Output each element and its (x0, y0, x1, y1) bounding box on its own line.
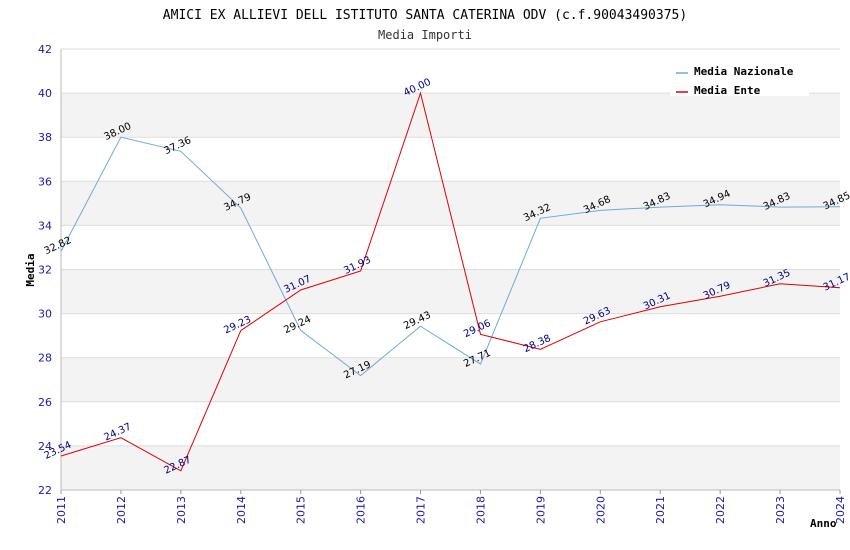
chart-title: AMICI EX ALLIEVI DELL ISTITUTO SANTA CAT… (163, 8, 687, 23)
x-tick-label: 2011 (55, 496, 68, 524)
y-tick-label: 24 (38, 440, 52, 453)
x-tick-label: 2023 (774, 496, 787, 524)
y-tick-label: 34 (38, 219, 52, 232)
y-axis-label: Media (24, 253, 37, 286)
plot-band (61, 445, 840, 490)
series-line-media-ente (60, 91, 841, 472)
y-tick-label: 40 (38, 87, 52, 100)
plot-band (61, 357, 840, 402)
plot-background (61, 49, 840, 490)
x-tick-label: 2019 (534, 496, 547, 524)
y-tick-label: 32 (38, 264, 52, 277)
plot-band (61, 313, 840, 358)
x-tick-label: 2012 (115, 496, 128, 524)
legend-label-media-nazionale: Media Nazionale (694, 65, 794, 78)
y-tick-label: 22 (38, 484, 52, 497)
y-tick-label: 28 (38, 352, 52, 365)
x-axis: 2011 2012 2013 2014 2015 2016 2017 2018 2019 2020… (55, 489, 847, 524)
x-tick-label: 2024 (834, 496, 847, 524)
y-tick-label: 30 (38, 308, 52, 321)
y-tick-label: 36 (38, 175, 52, 188)
plot-band (61, 401, 840, 446)
legend-box (670, 60, 809, 96)
legend: Media Nazionale Media Ente (670, 60, 809, 97)
series-line-media-nazionale (60, 136, 841, 377)
plot-band (61, 225, 840, 270)
chart-subtitle: Media Importi (378, 28, 472, 42)
plot-band (61, 93, 840, 138)
y-tick-label: 42 (38, 43, 52, 56)
y-tick-label: 38 (38, 131, 52, 144)
x-tick-label: 2014 (235, 496, 248, 524)
x-tick-label: 2022 (714, 496, 727, 524)
plot-band (61, 269, 840, 314)
plot-band (61, 137, 840, 182)
x-tick-label: 2015 (295, 496, 308, 524)
plot-band (61, 181, 840, 226)
series-lines (60, 91, 841, 472)
legend-label-media-ente: Media Ente (694, 84, 761, 97)
x-tick-label: 2016 (355, 496, 368, 524)
x-tick-label: 2013 (175, 496, 188, 524)
y-axis: 22 24 26 28 30 32 34 36 38 40 42 (38, 43, 62, 497)
y-tick-label: 26 (38, 396, 52, 409)
x-tick-label: 2017 (415, 496, 428, 524)
x-tick-label: 2020 (594, 496, 607, 524)
x-tick-label: 2021 (654, 496, 667, 524)
x-tick-label: 2018 (474, 496, 487, 524)
x-axis-label: Anno (810, 517, 837, 530)
